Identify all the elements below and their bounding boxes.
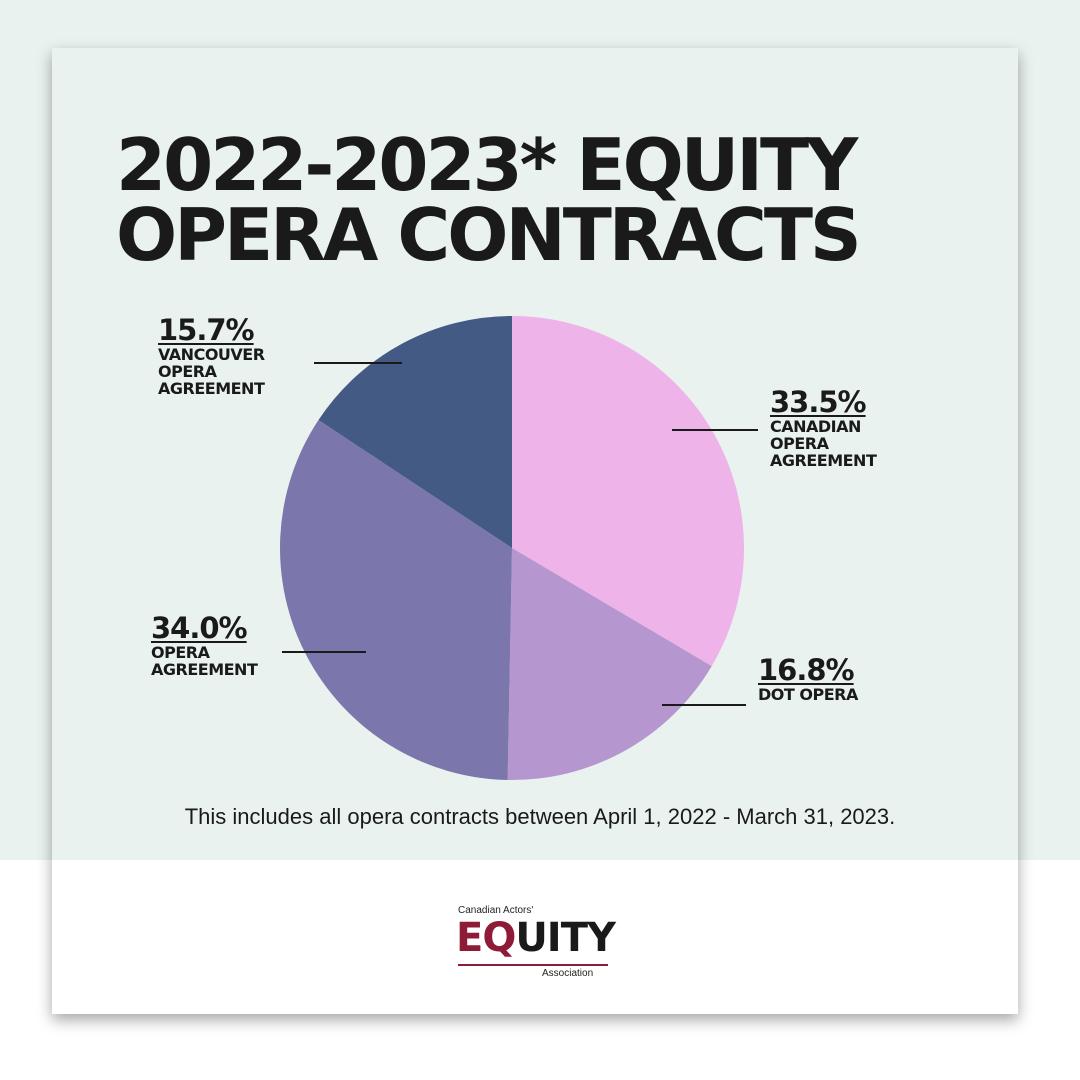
pie-slice-dot [507,548,712,781]
slice-label-dot: 16.8% DOT OPERA [758,654,858,703]
slice-pct-vancouver: 15.7% [158,313,255,347]
slice-pct-dot: 16.8% [758,653,855,687]
logo-underline [458,964,608,966]
title-line-2: OPERA CONTRACTS [116,193,862,277]
page-title: 2022-2023* EQUITY OPERA CONTRACTS [116,123,976,277]
slice-label-opera: 34.0% OPERA AGREEMENT [151,611,258,679]
card-logo-panel [52,860,1018,1014]
footnote: This includes all opera contracts betwee… [184,804,896,829]
slice-label-canadian: 33.5% CANADIAN OPERA AGREEMENT [770,385,877,470]
logo-bottom-text: Association [542,968,594,979]
logo-wordmark: EQUITY [456,915,616,961]
slice-name-canadian: CANADIAN OPERA AGREEMENT [770,417,877,470]
pie-slice-canadian [512,316,744,667]
slice-label-vancouver: 15.7% VANCOUVER OPERA AGREEMENT [158,314,265,397]
equity-logo: Canadian Actors' EQUITY Association [456,905,616,985]
slice-pct-canadian: 33.5% [770,385,867,419]
slice-name-opera: OPERA AGREEMENT [151,643,258,679]
slice-name-dot: DOT OPERA [758,685,858,704]
logo-rest: UITY [515,915,616,961]
logo-eq: EQ [456,915,516,961]
pie-slice-vancouver [318,316,512,548]
title-line-1: 2022-2023* EQUITY [116,123,858,207]
pie-slice-opera [279,420,512,780]
slice-pct-opera: 34.0% [151,611,248,645]
slice-name-vancouver: VANCOUVER OPERA AGREEMENT [158,345,265,398]
logo-top-text: Canadian Actors' [458,905,534,916]
